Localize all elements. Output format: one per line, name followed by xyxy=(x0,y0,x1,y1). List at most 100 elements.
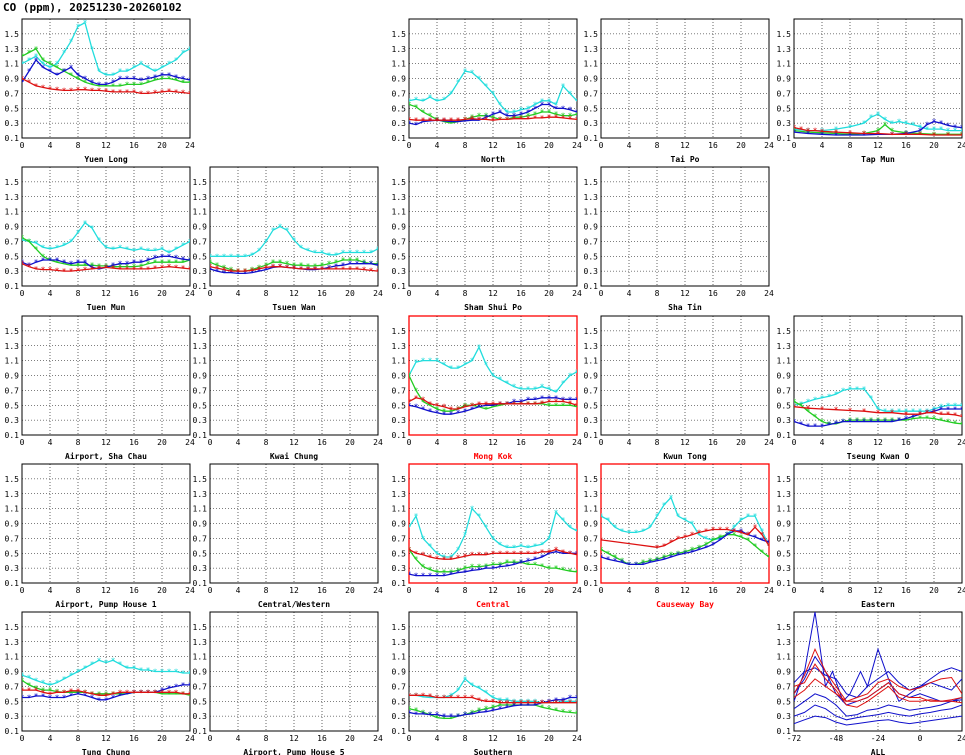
data-point: * xyxy=(188,691,193,700)
x-tick-label: 0 xyxy=(792,141,797,150)
data-point: * xyxy=(540,400,545,409)
data-point: * xyxy=(456,554,461,563)
y-tick-label: 1.5 xyxy=(584,475,599,484)
data-point: * xyxy=(477,115,482,124)
data-point: * xyxy=(257,246,262,255)
data-point: * xyxy=(470,401,475,410)
data-point: * xyxy=(606,555,611,564)
data-point: * xyxy=(421,395,426,404)
x-tick-label: 12 xyxy=(680,141,690,150)
data-point: * xyxy=(442,553,447,562)
data-point: * xyxy=(90,78,95,87)
x-tick-label: 24 xyxy=(185,734,195,743)
x-tick-label: 16 xyxy=(901,586,911,595)
data-point: * xyxy=(848,129,853,138)
data-point: * xyxy=(470,710,475,719)
data-point: * xyxy=(299,243,304,252)
data-point: * xyxy=(505,379,510,388)
data-point: * xyxy=(449,712,454,721)
data-point: * xyxy=(48,63,53,72)
data-point: * xyxy=(498,549,503,558)
x-tick-label: -72 xyxy=(787,734,802,743)
data-point: * xyxy=(904,410,909,419)
data-point: * xyxy=(792,128,797,137)
x-tick-label: 8 xyxy=(76,586,81,595)
data-point: * xyxy=(876,409,881,418)
y-tick-label: 0.5 xyxy=(584,252,599,261)
data-point: * xyxy=(188,76,193,85)
y-tick-label: 0.7 xyxy=(5,682,20,691)
series-line xyxy=(409,696,577,717)
data-point: * xyxy=(435,572,440,581)
data-point: * xyxy=(519,697,524,706)
data-point: * xyxy=(547,548,552,557)
data-point: * xyxy=(484,401,489,410)
data-point: * xyxy=(484,708,489,717)
data-point: * xyxy=(876,418,881,427)
y-tick-label: 0.9 xyxy=(584,75,599,84)
data-point: * xyxy=(355,265,360,274)
y-tick-label: 1.5 xyxy=(193,178,208,187)
data-point: * xyxy=(540,394,545,403)
data-point: * xyxy=(463,564,468,573)
data-point: * xyxy=(449,364,454,373)
data-point: * xyxy=(697,546,702,555)
data-point: * xyxy=(118,243,123,252)
data-point: * xyxy=(554,546,559,555)
data-point: * xyxy=(139,89,144,98)
data-point: * xyxy=(519,106,524,115)
data-point: * xyxy=(118,82,123,91)
data-point: * xyxy=(526,112,531,121)
series-red: * * * * * * * * * * * * * * * * * * * * * * * * * xyxy=(22,260,190,276)
data-point: * xyxy=(918,127,923,136)
data-point: * xyxy=(111,264,116,273)
data-point: * xyxy=(55,266,60,275)
x-tick-label: 12 xyxy=(101,438,111,447)
data-point: * xyxy=(690,531,695,540)
data-point: * xyxy=(767,542,772,551)
data-point: * xyxy=(48,686,53,695)
data-point: * xyxy=(834,390,839,399)
data-point: * xyxy=(498,696,503,705)
data-point: * xyxy=(428,407,433,416)
data-point: * xyxy=(428,112,433,121)
x-tick-label: 4 xyxy=(48,289,53,298)
x-tick-label: 8 xyxy=(848,438,853,447)
data-point: * xyxy=(167,60,172,69)
data-point: * xyxy=(236,252,241,261)
data-point: * xyxy=(132,258,137,267)
data-point: * xyxy=(306,246,311,255)
x-tick-label: 20 xyxy=(736,289,746,298)
data-point: * xyxy=(834,130,839,139)
station-label: Mong Kok xyxy=(474,452,513,461)
data-point: * xyxy=(90,694,95,703)
data-point: * xyxy=(491,113,496,122)
y-tick-label: 0.9 xyxy=(777,75,792,84)
data-point: * xyxy=(470,116,475,125)
data-point: * xyxy=(732,527,737,536)
data-point: * xyxy=(634,560,639,569)
y-tick-label: 1.5 xyxy=(392,623,407,632)
y-tick-label: 1.1 xyxy=(777,653,792,662)
data-point: * xyxy=(855,416,860,425)
data-point: * xyxy=(69,63,74,72)
series-line xyxy=(409,116,577,121)
series-blue: ************************* xyxy=(409,548,577,581)
y-tick-label: 0.1 xyxy=(193,579,208,588)
data-point: * xyxy=(278,258,283,267)
data-point: * xyxy=(139,666,144,675)
data-point: * xyxy=(435,357,440,366)
data-point: * xyxy=(153,264,158,273)
series-green: ************************* xyxy=(22,45,190,91)
x-tick-label: 16 xyxy=(129,734,139,743)
x-tick-label: 8 xyxy=(76,734,81,743)
data-point: * xyxy=(533,699,538,708)
data-point: * xyxy=(547,385,552,394)
data-point: * xyxy=(554,696,559,705)
data-point: * xyxy=(348,260,353,269)
x-tick-label: 4 xyxy=(820,586,825,595)
data-point: * xyxy=(463,694,468,703)
data-point: * xyxy=(125,688,130,697)
station-label: Eastern xyxy=(861,600,895,609)
data-point: * xyxy=(512,702,517,711)
